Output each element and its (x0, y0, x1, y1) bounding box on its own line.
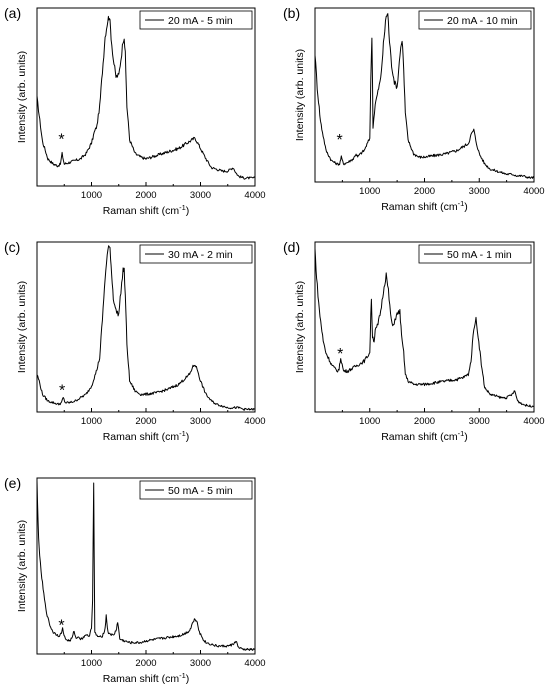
x-tick-label: 1000 (81, 658, 102, 669)
legend-box (139, 480, 253, 500)
x-tick-label: 1000 (359, 416, 380, 427)
legend-box (418, 10, 532, 30)
spectrum-line (314, 13, 535, 179)
legend-label: 50 mA - 5 min (168, 485, 233, 497)
spectrum-line (314, 248, 535, 408)
x-axis-title-main: Raman shift (cm (103, 673, 180, 685)
x-tick-label: 4000 (244, 190, 265, 201)
panel-letter: (e) (4, 475, 21, 491)
y-axis-title: Intensity (arb. units) (16, 51, 28, 143)
x-tick-label: 2000 (135, 190, 156, 201)
peak-asterisk: * (337, 132, 343, 149)
x-tick-label: 4000 (523, 416, 544, 427)
y-axis-title: Intensity (arb. units) (294, 49, 306, 141)
x-tick-label: 2000 (414, 416, 435, 427)
x-axis-title-end: ) (186, 205, 190, 217)
x-axis-title-main: Raman shift (cm (381, 431, 458, 443)
x-axis-title-sup: -1 (179, 429, 186, 438)
panel-letter: (c) (4, 239, 20, 255)
peak-asterisk: * (58, 132, 64, 149)
y-axis-title: Intensity (arb. units) (16, 281, 28, 373)
panel-5: (e) 1000 2000 3000 4000 Raman shift (cm-1) Int… (4, 475, 266, 685)
peak-asterisk: * (337, 346, 343, 363)
x-axis-title-main: Raman shift (cm (103, 205, 180, 217)
x-tick-label: 4000 (244, 416, 265, 427)
x-tick-label: 3000 (469, 186, 490, 197)
panel-4: (d) 1000 2000 3000 4000 Raman shift (cm-1) Int… (283, 239, 545, 443)
legend-label: 20 mA - 5 min (168, 15, 233, 27)
x-axis-title: Raman shift (cm-1) (103, 429, 190, 443)
panel-letter: (d) (283, 239, 300, 255)
x-tick-label: 2000 (135, 416, 156, 427)
legend-box (418, 244, 532, 264)
x-axis-title: Raman shift (cm-1) (103, 203, 190, 217)
peak-asterisk: * (59, 383, 65, 400)
spectrum-line (36, 15, 256, 180)
x-tick-label: 1000 (81, 190, 102, 201)
x-tick-label: 2000 (414, 186, 435, 197)
x-tick-label: 4000 (244, 658, 265, 669)
spectrum-line (36, 245, 256, 411)
legend-label: 30 mA - 2 min (168, 249, 233, 261)
plot-frame (314, 241, 535, 413)
panel-2: (b) 1000 2000 3000 4000 Raman shift (cm-1) Int… (283, 5, 545, 213)
x-axis-title-sup: -1 (179, 671, 186, 680)
plot-frame (314, 7, 535, 183)
x-axis-title-sup: -1 (458, 429, 465, 438)
y-axis-title: Intensity (arb. units) (294, 281, 306, 373)
plot-frame (36, 477, 256, 655)
x-axis-title: Raman shift (cm-1) (103, 671, 190, 685)
legend-label: 50 mA - 1 min (447, 249, 512, 261)
y-axis-title: Intensity (arb. units) (16, 520, 28, 612)
legend-box (139, 244, 253, 264)
x-tick-label: 3000 (469, 416, 490, 427)
x-axis-title: Raman shift (cm-1) (381, 429, 468, 443)
x-axis-title-end: ) (186, 673, 190, 685)
x-axis-title-main: Raman shift (cm (103, 431, 180, 443)
x-tick-label: 3000 (190, 190, 211, 201)
x-tick-label: 4000 (523, 186, 544, 197)
legend-label: 20 mA - 10 min (447, 15, 518, 27)
panel-1: (a) 1000 2000 3000 4000 Raman shift (cm-1) Int… (4, 5, 266, 217)
panel-letter: (b) (283, 5, 300, 21)
panel-letter: (a) (4, 5, 21, 21)
x-tick-label: 1000 (81, 416, 102, 427)
x-tick-label: 3000 (190, 658, 211, 669)
legend-box (139, 10, 253, 30)
plot-frame (36, 241, 256, 413)
x-axis-title-main: Raman shift (cm (381, 201, 458, 213)
x-axis-title-sup: -1 (458, 199, 465, 208)
peak-asterisk: * (58, 617, 64, 634)
x-axis-title-end: ) (186, 431, 190, 443)
x-axis-title-sup: -1 (179, 203, 186, 212)
x-axis-title-end: ) (464, 431, 468, 443)
x-tick-label: 2000 (135, 658, 156, 669)
spectrum-line (36, 480, 256, 651)
x-tick-label: 1000 (359, 186, 380, 197)
panel-3: (c) 1000 2000 3000 4000 Raman shift (cm-1) Int… (4, 239, 266, 443)
x-axis-title-end: ) (464, 201, 468, 213)
x-tick-label: 3000 (190, 416, 211, 427)
x-axis-title: Raman shift (cm-1) (381, 199, 468, 213)
